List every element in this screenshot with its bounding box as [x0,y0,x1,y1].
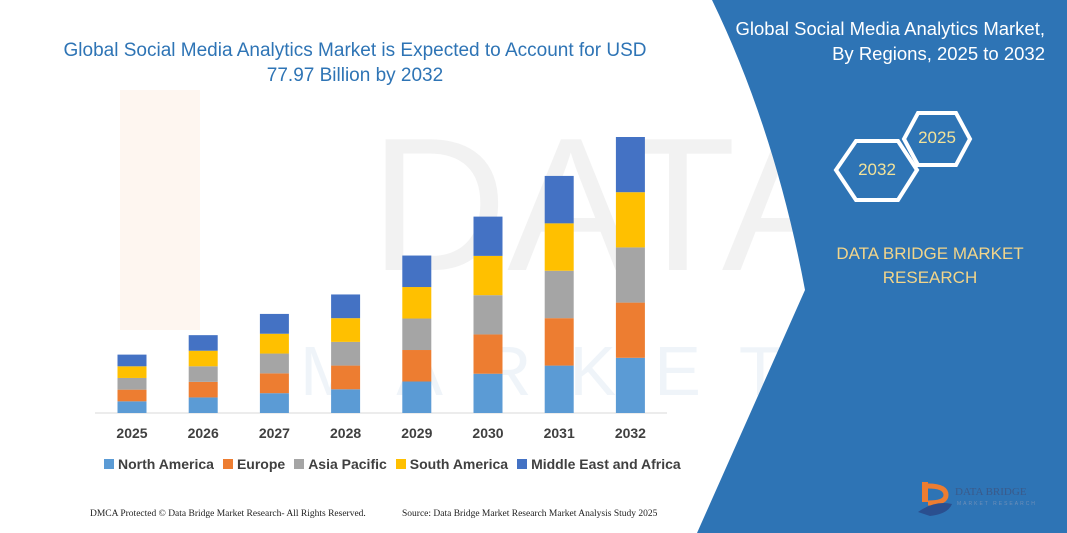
x-tick-label: 2025 [116,425,148,441]
bar-segment-middle-east-and-africa-2026 [188,335,218,351]
bar-segment-europe-2028 [331,365,361,390]
legend-item: Middle East and Africa [517,456,681,472]
bar-segment-south-america-2029 [402,287,432,319]
bar-segment-middle-east-and-africa-2025 [117,354,147,367]
chart-title: Global Social Media Analytics Market is … [63,40,647,86]
legend-label: Europe [236,456,286,472]
brand-name: DATA BRIDGE MARKET RESEARCH [836,244,1024,287]
x-tick-label: 2032 [614,425,646,441]
bar-segment-north-america-2027 [259,393,289,413]
bar-segment-middle-east-and-africa-2027 [259,313,289,334]
bar-segment-north-america-2030 [473,373,503,413]
logo-text: DATA BRIDGE [955,486,1027,498]
legend-swatch [517,459,528,469]
bar-segment-middle-east-and-africa-2031 [544,175,574,224]
hexagon-2025 [901,111,973,167]
logo-icon [918,482,952,516]
legend-swatch [104,459,114,469]
bar-segment-south-america-2026 [188,350,218,367]
bar-segment-europe-2025 [117,389,147,402]
legend-label: Asia Pacific [308,456,387,472]
bar-segment-north-america-2031 [544,365,574,413]
bar-segment-asia-pacific-2025 [117,377,147,390]
bar-segment-north-america-2032 [615,357,645,413]
logo-subtext: MARKET RESEARCH [957,501,1037,507]
bar-segment-middle-east-and-africa-2029 [402,255,432,288]
legend-swatch [222,459,233,469]
bar-segment-south-america-2025 [117,366,147,378]
bar-segment-south-america-2028 [331,318,361,342]
bar-segment-asia-pacific-2032 [615,247,645,303]
bar-segment-south-america-2031 [544,223,574,271]
bar-segment-europe-2026 [188,381,218,398]
legend-swatch [294,459,305,469]
side-panel [697,0,1067,533]
bar-segment-south-america-2030 [473,255,503,296]
legend-item: Europe [222,456,286,472]
bar-segment-asia-pacific-2029 [402,318,432,351]
bar-segment-south-america-2032 [615,192,645,248]
legend: North America Europe Asia Pacific South … [104,456,681,472]
bar-segment-north-america-2026 [188,397,218,413]
bar-segment-middle-east-and-africa-2030 [473,216,503,256]
legend-label: Middle East and Africa [531,456,681,472]
legend-label: South America [409,456,509,472]
legend-swatch [395,459,406,469]
bar-segment-europe-2030 [473,334,503,374]
bar-segment-north-america-2025 [117,401,147,413]
legend-item: South America [395,456,509,472]
legend-item: North America [104,456,214,472]
bar-segment-asia-pacific-2027 [259,353,289,374]
side-panel-title: Global Social Media Analytics Market, By… [735,18,1046,64]
x-tick-label: 2027 [258,425,290,441]
hexagon-2032 [833,139,920,202]
bar-segment-north-america-2029 [402,381,432,413]
hex-label-2032: 2032 [858,160,896,179]
bar-segment-europe-2029 [402,350,432,382]
x-tick-label: 2030 [472,425,504,441]
hex-label-2025: 2025 [918,128,956,147]
bar-segment-middle-east-and-africa-2032 [615,137,645,193]
bar-segment-asia-pacific-2028 [331,341,361,366]
x-tick-label: 2026 [187,425,219,441]
bar-segment-asia-pacific-2031 [544,270,574,319]
x-tick-label: 2029 [401,425,433,441]
bar-segment-south-america-2027 [259,333,289,354]
bar-segment-asia-pacific-2026 [188,366,218,382]
bar-segment-europe-2027 [259,373,289,394]
bar-segment-europe-2032 [615,302,645,358]
bar-segment-europe-2031 [544,318,574,366]
bar-segment-asia-pacific-2030 [473,295,503,335]
x-tick-label: 2028 [330,425,362,441]
bar-segment-north-america-2028 [331,389,361,413]
legend-label: North America [118,456,214,472]
x-tick-label: 2031 [543,425,575,441]
footer-source: Source: Data Bridge Market Research Mark… [402,509,658,519]
footer-copyright: DMCA Protected © Data Bridge Market Rese… [90,509,366,519]
legend-item: Asia Pacific [294,456,387,472]
bar-segment-middle-east-and-africa-2028 [331,294,361,319]
